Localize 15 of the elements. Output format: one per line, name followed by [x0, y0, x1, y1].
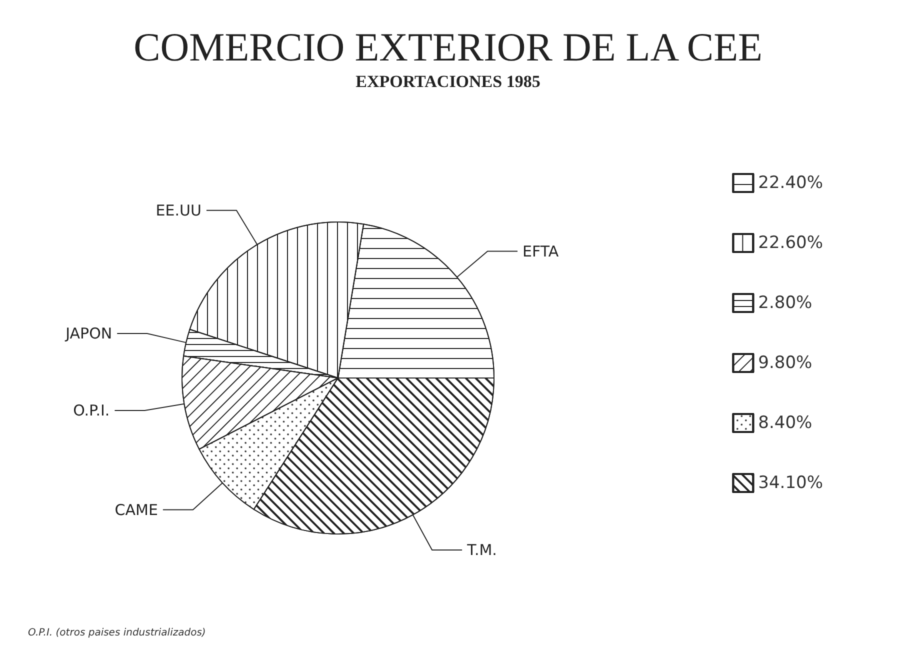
text: EE.UU [156, 201, 202, 220]
legend-label: 22.40% [758, 173, 824, 193]
legend-label: 22.60% [758, 233, 824, 253]
text: O.P.I. [73, 401, 110, 420]
legend-label: 9.80% [758, 353, 812, 373]
text: T.M. [467, 540, 497, 559]
text: EFTA [522, 242, 559, 260]
text: O.P.I. (otros paises industrializados) [28, 628, 206, 638]
legend-label: 34.10% [758, 473, 824, 493]
text: CAME [114, 500, 158, 519]
legend-label: 2.80% [758, 293, 812, 313]
chart-subtitle: EXPORTACIONES 1985 [356, 72, 540, 91]
chart-title: COMERCIO EXTERIOR DE LA CEE [134, 24, 762, 70]
legend-label: 8.40% [758, 413, 812, 433]
text: JAPON [66, 324, 112, 342]
